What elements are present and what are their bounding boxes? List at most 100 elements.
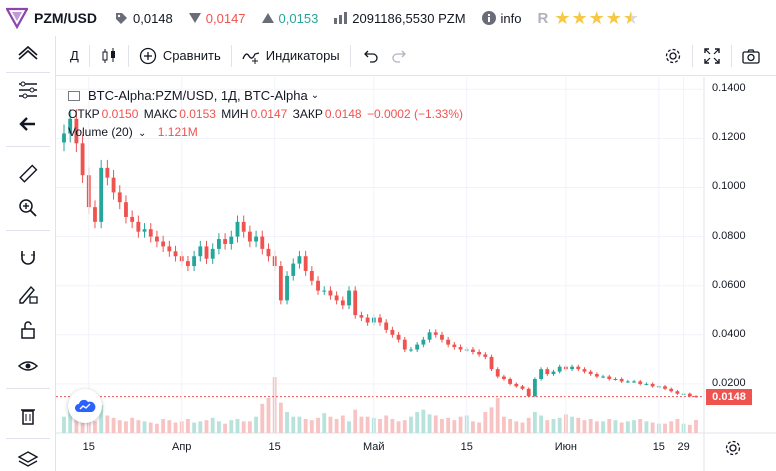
volume-bar [124,421,128,433]
eye-icon [17,361,39,371]
volume-bar [687,424,692,433]
candle-body [675,391,680,394]
magnet-tool[interactable] [14,244,42,272]
volume-bar [458,416,463,433]
volume-bar [359,416,364,433]
info-link[interactable]: info [481,10,522,26]
candle-body [74,118,79,144]
candle-body [539,369,544,379]
price-tick-label: 0.1200 [712,131,746,144]
lock-tool[interactable] [14,316,42,344]
candle-body [458,347,463,350]
candle-body [353,290,358,316]
triangle-down-icon [188,13,201,23]
candle-body [601,376,605,378]
time-tick-label: 29 [677,441,690,453]
measure-tool[interactable] [14,160,42,188]
candle-body [303,256,308,271]
volume-bar [489,407,494,433]
volume-bar [353,409,358,433]
candle-body [452,344,457,348]
compare-button[interactable]: Сравнить [133,41,227,71]
close-value: 0.0148 [324,107,362,121]
time-tick-label: 15 [82,441,95,453]
candle-body [99,167,104,222]
candle-body [526,388,531,397]
pencil-lock-icon [19,285,38,304]
trend-line-tool[interactable] [14,76,42,104]
candle-body [421,339,426,345]
volume-bar [576,417,581,433]
fullscreen-button[interactable] [697,41,727,71]
volume-bar [347,421,351,433]
candle-body [409,349,413,351]
layers-icon [17,451,39,467]
volume-bar [173,422,178,433]
candle-body [396,334,401,340]
volume-value: 2091186,5530 PZM [352,10,466,26]
volume-stat: 2091186,5530 PZM [334,10,466,26]
chart-type-button[interactable] [94,41,124,71]
candle-body [390,329,395,335]
candle-body [495,369,500,377]
time-tick-label: Апр [172,441,192,453]
zoom-tool[interactable] [14,194,42,222]
axis-settings-button[interactable] [722,437,744,459]
candle-body [471,349,475,352]
market-info-bar: PZM/USD 0,0148 0,0147 0,0153 2091186,553… [0,0,776,36]
candle-body [117,192,122,203]
open-value: 0.0150 [101,107,139,121]
candle-body [446,339,451,345]
candle-body [644,383,649,385]
candle-body [192,256,197,267]
volume-bar [260,403,265,433]
candle-body [204,246,209,259]
indicators-button[interactable]: Индикаторы [236,41,346,71]
candle-body [210,248,215,259]
star-icon: ★ [605,8,622,28]
object-tree-tool[interactable] [14,446,42,471]
volume-indicator-label[interactable]: Volume (20) [68,125,133,139]
volume-bar [514,421,519,433]
volume-bar [161,419,166,433]
drawing-mode-tool[interactable] [14,280,42,308]
low-price: 0,0147 [205,10,246,26]
snapshot-button[interactable] [736,41,766,71]
remove-drawings-tool[interactable] [14,402,42,430]
info-label: info [500,10,522,26]
volume-bar [396,421,401,433]
time-tick-label: Июн [554,441,577,453]
collapse-legend-icon[interactable] [68,91,80,101]
triangle-up-icon [261,13,274,23]
volume-bar [557,417,562,433]
volume-bar [390,419,395,433]
chart-area[interactable]: BTC-Alpha:PZM/USD, 1Д, BTC-Alpha ⌄ ОТКР 0… [56,77,776,471]
candle-body [216,239,221,249]
visibility-tool[interactable] [14,352,42,380]
volume-bar [650,422,655,433]
candle-body [551,371,556,375]
volume-bar [588,419,593,433]
compare-label: Сравнить [162,48,221,63]
crosshair-tool[interactable] [14,40,42,68]
volume-bar [74,413,79,433]
undo-button[interactable] [355,41,385,71]
candle-body [142,229,147,232]
trash-icon [21,409,35,425]
price-tick-label: 0.0800 [712,229,746,242]
volume-bar [520,422,525,433]
candle-body [297,256,302,264]
volume-bar [644,421,649,433]
chevron-down-icon[interactable]: ⌄ [310,90,320,101]
indicators-icon [242,51,259,64]
legend-title: BTC-Alpha:PZM/USD, 1Д, BTC-Alpha ⌄ [68,87,465,105]
time-tick-label: Май [363,441,385,453]
price-chart[interactable] [56,77,776,471]
volume-bar [198,421,203,433]
redo-button[interactable] [385,41,415,71]
chevron-down-icon[interactable]: ⌄ [138,128,147,139]
back-tool[interactable] [14,110,42,138]
settings-button[interactable] [658,41,688,71]
cloud-save-button[interactable] [68,389,102,423]
interval-button[interactable]: Д [64,41,85,71]
